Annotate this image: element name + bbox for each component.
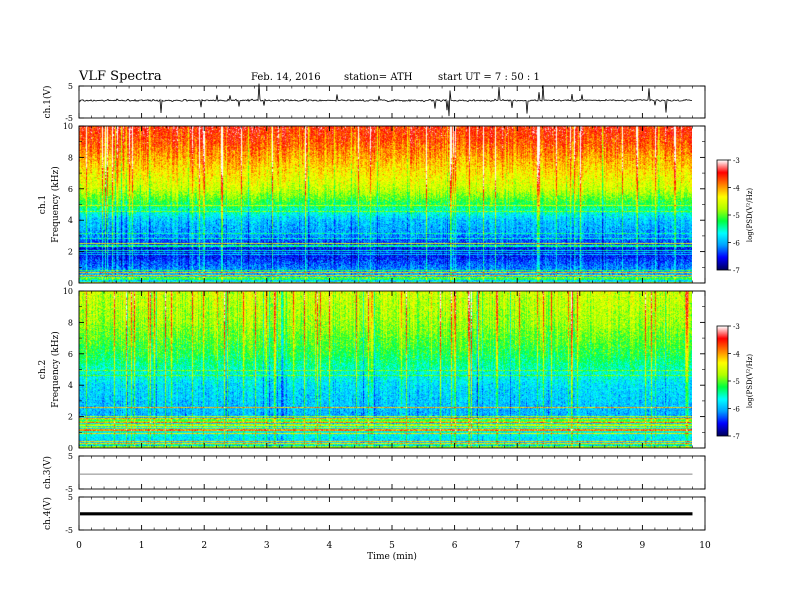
colorbar-ch1-tick-label: -7 (733, 267, 740, 275)
colorbar-ch1-tick-label: -5 (733, 212, 740, 220)
ch4-waveform-ytick-label: -5 (65, 526, 73, 535)
colorbar-ch2-tick-label: -3 (733, 323, 740, 331)
ch2-spectrogram-ytick-label: 4 (68, 381, 73, 390)
x-tick-label: 4 (327, 541, 333, 551)
x-tick-label: 1 (139, 541, 145, 551)
x-tick-label: 7 (514, 541, 520, 551)
ch3-waveform-ylabel: ch.3(V) (42, 456, 53, 489)
ch1-spectrogram-ytick-label: 6 (68, 185, 73, 194)
colorbar-ch1-tick-label: -6 (733, 240, 740, 248)
ch1-spectrogram-ytick-label: 4 (68, 216, 73, 225)
ch1-spectrogram-ylabel: Frequency (kHz) (50, 166, 61, 243)
ch2-spectrogram-ytick-label: 0 (68, 444, 73, 453)
ch1-waveform-trace (79, 83, 693, 117)
start-time-label: start UT = 7 : 50 : 1 (438, 72, 540, 83)
x-tick-label: 5 (389, 541, 395, 551)
colorbar-ch1-tick-label: -3 (733, 157, 740, 165)
ch1-waveform-ytick-label: -5 (65, 114, 73, 123)
station-label: station= ATH (344, 72, 413, 83)
colorbar-ch2-tick-label: -7 (733, 433, 740, 441)
ch2-spectrogram-ytick-label: 8 (68, 318, 73, 327)
ch2-spectrogram-ylabel: Frequency (kHz) (50, 331, 61, 408)
x-tick-label: 8 (577, 541, 583, 551)
date-label: Feb. 14, 2016 (251, 72, 321, 83)
x-tick-label: 10 (699, 541, 711, 551)
ch1-spectrogram-image (79, 126, 692, 283)
colorbar-ch2-tick-label: -5 (733, 378, 740, 386)
ch4-waveform-ytick-label: 5 (68, 493, 73, 502)
ch1-spectrogram-ytick-label: 0 (68, 279, 73, 288)
ch2-spectrogram-ytick-label: 6 (68, 350, 73, 359)
colorbar-ch2-gradient (717, 326, 728, 436)
chart-title: VLF Spectra (79, 69, 162, 84)
ch2-spectrogram-channel-label: ch.2 (38, 360, 48, 379)
x-axis-label: Time (min) (367, 551, 417, 562)
colorbar-ch1-tick-label: -4 (733, 185, 740, 193)
colorbar-ch1-gradient (717, 160, 728, 270)
ch1-spectrogram-ytick-label: 10 (63, 122, 73, 131)
colorbar-ch2-tick-label: -6 (733, 406, 740, 414)
ch2-spectrogram-image (79, 291, 692, 448)
ch2-spectrogram-ytick-label: 10 (63, 287, 73, 296)
x-tick-label: 9 (640, 541, 646, 551)
ch3-waveform-ytick-label: 5 (68, 452, 73, 461)
x-tick-label: 3 (264, 541, 270, 551)
x-tick-label: 2 (201, 541, 207, 551)
ch3-waveform-ytick-label: -5 (65, 485, 73, 494)
ch1-waveform-ytick-label: 5 (68, 82, 73, 91)
ch1-waveform-ylabel: ch.1(V) (42, 86, 53, 119)
x-tick-label: 6 (452, 541, 458, 551)
colorbar-ch1-label: log(PSD(V²/Hz) (746, 188, 754, 243)
ch1-spectrogram-ytick-label: 2 (68, 248, 73, 257)
ch1-spectrogram-channel-label: ch.1 (38, 195, 48, 214)
colorbar-ch2-label: log(PSD(V²/Hz) (746, 354, 754, 409)
colorbar-ch2-tick-label: -4 (733, 351, 740, 359)
ch4-waveform-ylabel: ch.4(V) (42, 497, 53, 530)
ch2-spectrogram-ytick-label: 2 (68, 413, 73, 422)
x-tick-label: 0 (76, 541, 82, 551)
ch1-spectrogram-ytick-label: 8 (68, 153, 73, 162)
